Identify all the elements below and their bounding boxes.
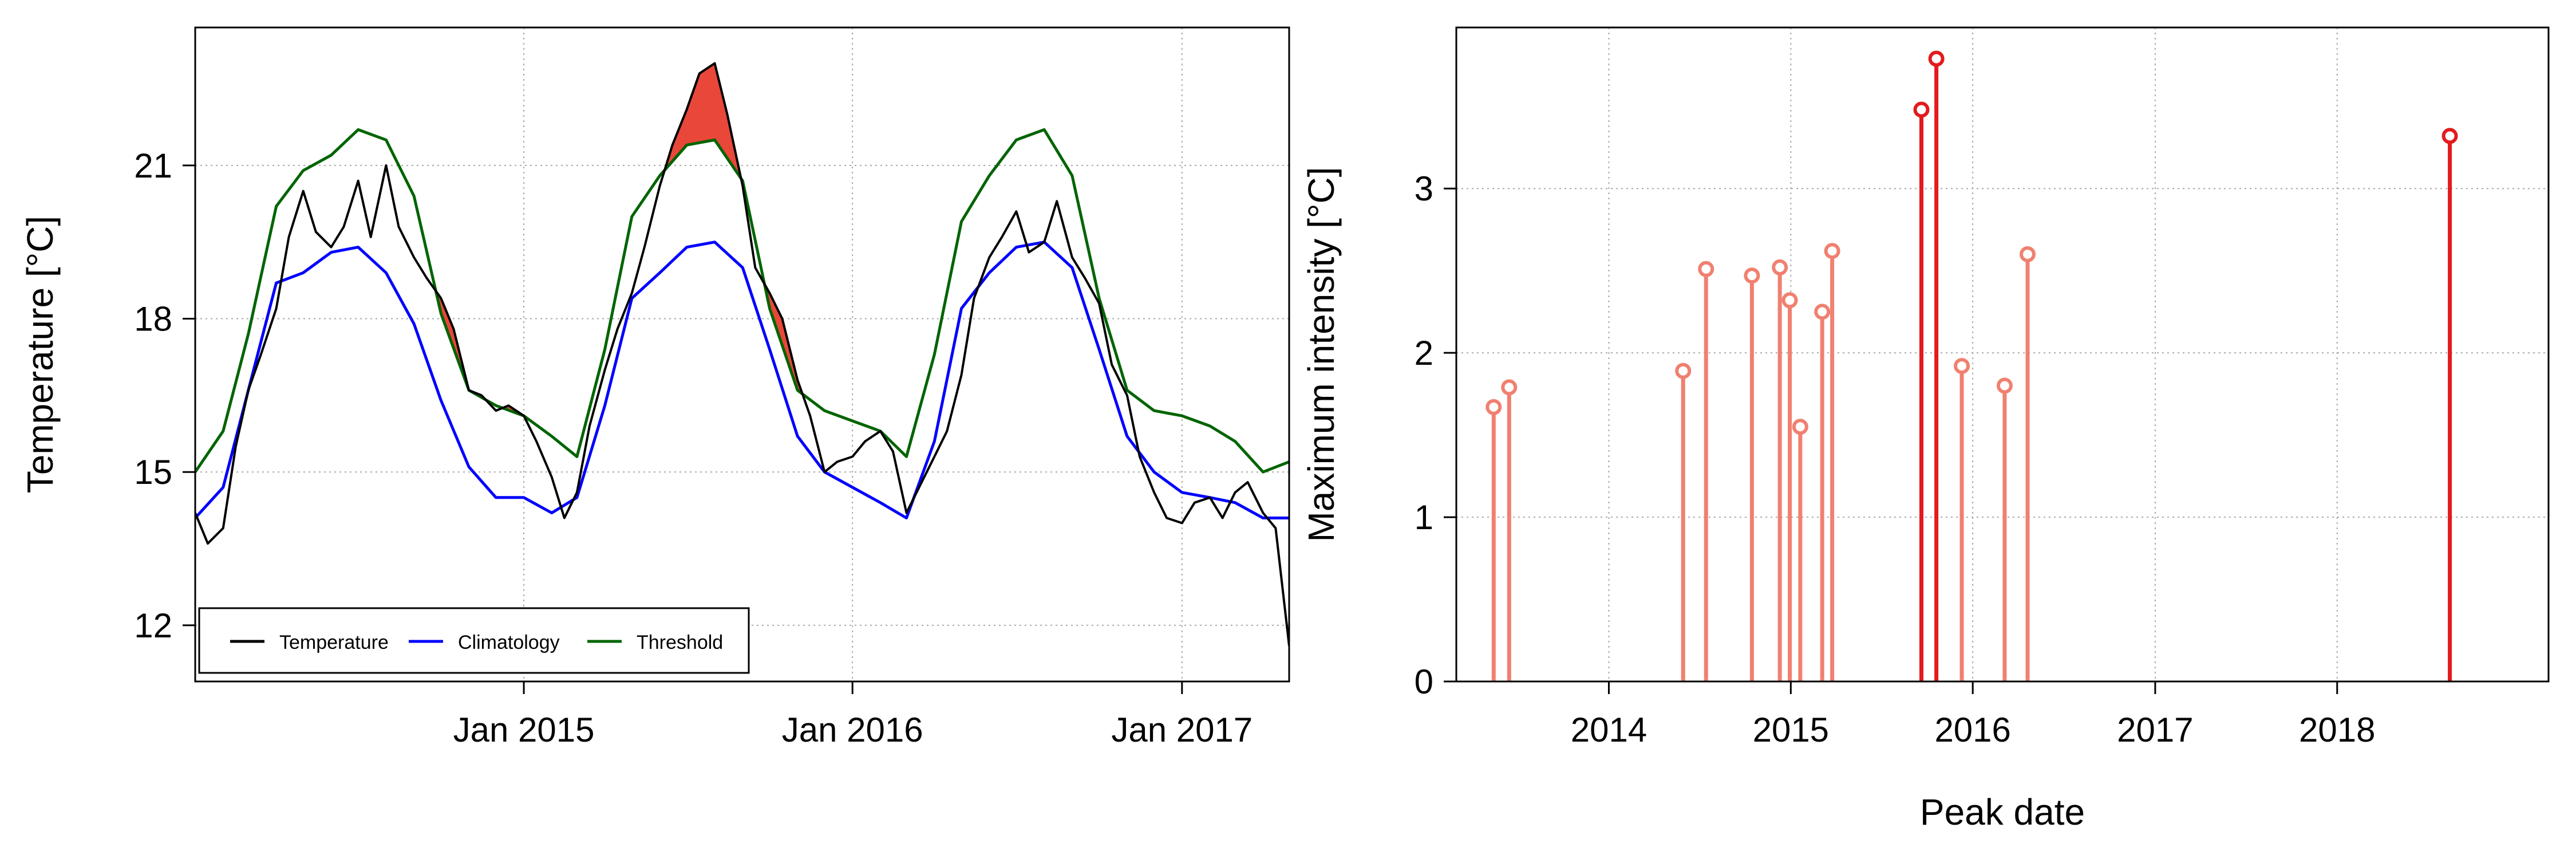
lollipop-point	[1792, 419, 1808, 435]
lollipop-point	[1744, 267, 1760, 284]
intensity-y-axis-label: Maximum intensity [°C]	[1301, 167, 1342, 542]
intensity-plot-frame	[1455, 26, 2550, 683]
legend-label-temperature: Temperature	[279, 632, 389, 653]
lollipop-point	[1485, 399, 1502, 415]
temperature-grid	[195, 27, 1289, 681]
lollipop-point	[1913, 101, 1930, 118]
lollipop-point	[1928, 50, 1945, 67]
temperature-y-axis-label: Temperature [°C]	[19, 216, 61, 493]
lollipop-point	[1675, 362, 1692, 379]
x-tick-label: Jan 2015	[453, 711, 595, 749]
intensity-lollipops	[1485, 50, 2458, 681]
lollipop-point	[2441, 128, 2458, 144]
y-tick-label: 18	[134, 300, 172, 338]
y-tick-label: 21	[134, 147, 172, 185]
lollipop-point	[1781, 292, 1798, 309]
temperature-y-ticks: 12 15 18 21	[134, 147, 195, 645]
temperature-lines	[195, 62, 1289, 646]
legend-label-threshold: Threshold	[637, 632, 723, 653]
x-tick-label: 2016	[1934, 711, 2010, 749]
event-fill	[766, 286, 803, 394]
lollipop-point	[1501, 379, 1518, 396]
lollipop-point	[1698, 261, 1714, 277]
x-tick-label: 2018	[2299, 711, 2375, 749]
y-tick-label: 0	[1415, 663, 1433, 701]
intensity-grid	[1456, 27, 2549, 681]
temperature-x-ticks: Jan 2015 Jan 2016 Jan 2017	[453, 681, 1253, 749]
intensity-y-ticks: 0 1 2 3	[1415, 170, 1456, 701]
intensity-panel: 0 1 2 3 2014 2015 2016 2017 2018 Maximum intens…	[1301, 26, 2550, 833]
y-tick-label: 15	[134, 453, 172, 491]
legend-label-climatology: Climatology	[458, 632, 560, 653]
climatology-series-line	[195, 241, 1289, 519]
lollipop-point	[1814, 304, 1831, 320]
event-fill-area	[436, 64, 803, 416]
temperature-plot-frame	[194, 26, 1290, 683]
y-tick-label: 3	[1415, 170, 1433, 208]
x-tick-label: Jan 2016	[782, 711, 923, 749]
intensity-x-ticks: 2014 2015 2016 2017 2018	[1571, 681, 2376, 749]
legend-box	[198, 607, 750, 674]
temperature-panel: 12 15 18 21 Jan 2015 Jan 2016 Jan 2017 Temper…	[19, 26, 1290, 749]
x-tick-label: 2015	[1753, 711, 1829, 749]
lollipop-point	[1996, 377, 2013, 394]
temperature-legend: Temperature Climatology Threshold	[198, 607, 750, 674]
y-tick-label: 12	[134, 606, 172, 645]
x-tick-label: 2017	[2117, 711, 2193, 749]
x-tick-label: Jan 2017	[1111, 711, 1253, 749]
x-tick-label: 2014	[1571, 711, 1647, 749]
y-tick-label: 2	[1415, 334, 1433, 372]
lollipop-point	[1824, 243, 1840, 259]
lollipop-point	[1772, 259, 1788, 275]
temperature-series-line	[195, 62, 1289, 646]
intensity-x-axis-label: Peak date	[1920, 791, 2085, 833]
y-tick-label: 1	[1415, 498, 1433, 537]
lollipop-point	[1954, 358, 1970, 375]
lollipop-point	[2019, 246, 2036, 262]
